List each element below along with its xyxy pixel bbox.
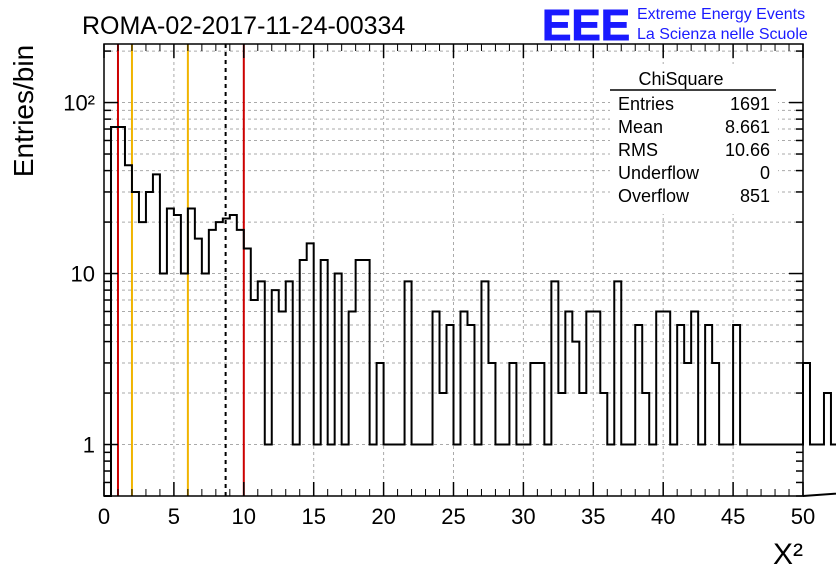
chart-title: ROMA-02-2017-11-24-00334 [82, 12, 405, 40]
x-tick-label: 5 [168, 504, 180, 529]
stats-label: RMS [618, 140, 658, 160]
axis-ticks: 0 5 10 15 20 25 30 35 40 45 50 1 10 10² [63, 44, 815, 529]
histogram-series [104, 125, 836, 497]
stats-label: Entries [618, 94, 674, 114]
stats-label: Mean [618, 117, 663, 137]
stats-value: 8.661 [725, 117, 770, 137]
logo-line-1: Extreme Energy Events [637, 6, 805, 23]
x-tick-label: 35 [581, 504, 605, 529]
stats-row-mean: Mean 8.661 [618, 117, 770, 137]
x-tick-label: 25 [441, 504, 465, 529]
stats-box-background [610, 64, 778, 214]
stats-row-overflow: Overflow 851 [618, 186, 770, 206]
x-axis-label: X² [773, 538, 803, 571]
stats-label: Underflow [618, 163, 700, 183]
logo-letters: EEE [542, 1, 630, 50]
stats-row-rms: RMS 10.66 [618, 140, 770, 160]
stats-label: Overflow [618, 186, 690, 206]
x-tick-label: 40 [651, 504, 675, 529]
cut-lines [116, 44, 245, 496]
x-tick-label: 15 [301, 504, 325, 529]
x-tick-label: 10 [232, 504, 256, 529]
y-tick-label: 10 [71, 262, 95, 287]
x-tick-label: 0 [98, 504, 110, 529]
stats-value: 1691 [730, 94, 770, 114]
y-axis-label: Entries/bin [8, 45, 39, 177]
x-tick-label: 50 [791, 504, 815, 529]
x-tick-label: 20 [371, 504, 395, 529]
logo-line-2: La Scienza nelle Scuole [637, 26, 808, 43]
eee-logo: EEE Extreme Energy Events La Scienza nel… [542, 1, 808, 51]
y-tick-label: 10² [63, 91, 95, 116]
y-tick-label: 1 [83, 433, 95, 458]
stats-row-entries: Entries 1691 [618, 94, 770, 114]
stats-box-title: ChiSquare [638, 69, 723, 89]
stats-value: 10.66 [725, 140, 770, 160]
x-tick-label: 30 [511, 504, 535, 529]
stats-row-underflow: Underflow 0 [618, 163, 770, 183]
stats-box: ChiSquare Entries 1691 Mean 8.661 RMS 10… [610, 64, 778, 214]
stats-value: 0 [760, 163, 770, 183]
x-tick-label: 45 [721, 504, 745, 529]
stats-value: 851 [740, 186, 770, 206]
